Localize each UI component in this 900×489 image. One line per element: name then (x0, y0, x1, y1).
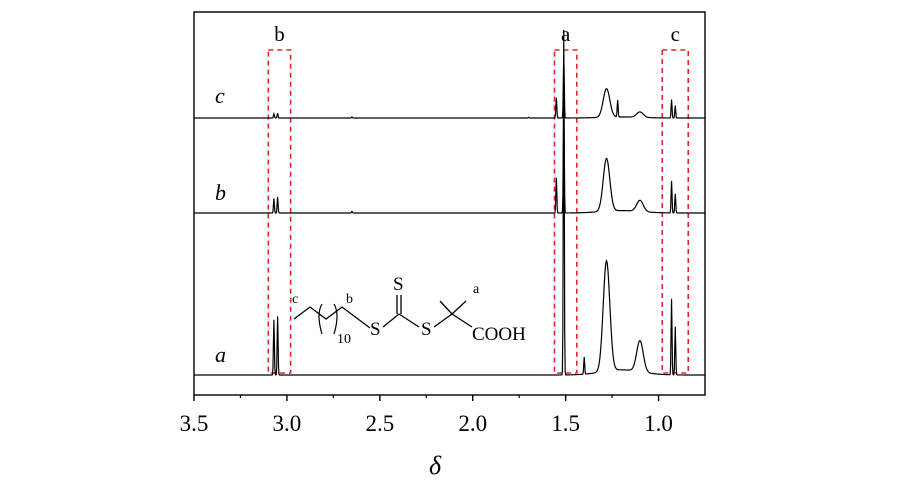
spectra-group (194, 29, 705, 376)
repeat-bracket-right (333, 303, 338, 335)
x-tick-label: 3.5 (180, 411, 209, 436)
bond-s1-c (382, 313, 400, 328)
methyl-1 (439, 300, 453, 315)
plot-frame (193, 11, 706, 396)
bond-cq-cooh (451, 313, 473, 328)
atom-label-c: c (292, 292, 298, 307)
methyl-2 (451, 300, 467, 315)
x-tick-label: 1.0 (644, 411, 673, 436)
highlight-box-a (553, 49, 578, 374)
carboxyl-group: COOH (472, 324, 526, 345)
alkyl-chain (293, 306, 371, 329)
x-tick-label: 3.0 (273, 411, 302, 436)
sulfur-2: S (421, 319, 432, 340)
x-tick-label: 2.5 (365, 411, 394, 436)
spectrum-c (194, 53, 705, 119)
trace-label-c: c (215, 83, 225, 108)
bond-s2-cq (433, 313, 453, 328)
trace-label-b: b (215, 180, 226, 205)
highlight-box-b (267, 49, 292, 374)
atom-label-a: a (473, 282, 480, 297)
highlight-label-b: b (274, 22, 285, 46)
chemical-structure: 10 c b S S S a COOH (292, 274, 526, 347)
bond-c-s2 (398, 313, 420, 328)
atom-label-b: b (346, 292, 353, 307)
highlight-box-c (661, 49, 690, 374)
sulfur-thione: S (393, 274, 404, 295)
spectrum-b (194, 92, 705, 214)
x-tick-label: 2.0 (458, 411, 487, 436)
repeat-bracket-left (318, 303, 323, 335)
x-axis-title: δ (429, 451, 442, 480)
x-tick-label: 1.5 (551, 411, 580, 436)
highlight-label-a: a (561, 22, 571, 46)
highlight-label-c: c (671, 22, 680, 46)
x-axis: 3.5 3.0 2.5 2.0 1.5 1.0 (180, 395, 673, 436)
repeat-subscript: 10 (337, 332, 351, 347)
highlight-regions: b a c (267, 22, 690, 374)
trace-label-a: a (215, 342, 226, 367)
sulfur-1: S (370, 319, 381, 340)
spectrum-a (194, 29, 705, 376)
